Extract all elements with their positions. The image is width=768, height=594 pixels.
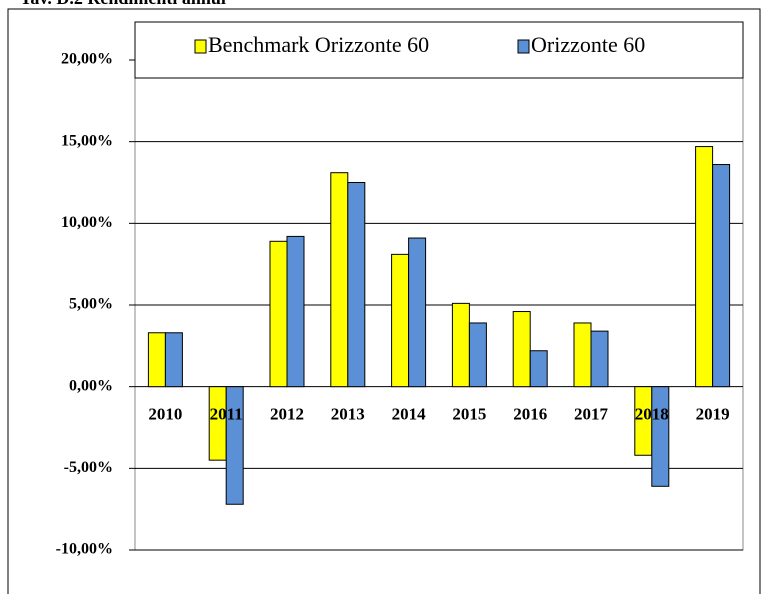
bar	[286, 235, 305, 388]
x-tick-label: 2013	[331, 405, 365, 424]
x-tick-label: 2016	[513, 405, 547, 424]
y-tick-label: 10,00%	[61, 214, 113, 231]
y-tick-label: 15,00%	[61, 132, 113, 149]
legend-label: Orizzonte 60	[531, 32, 645, 57]
bar	[468, 322, 487, 388]
x-tick-label: 2019	[696, 405, 730, 424]
bar	[147, 332, 166, 388]
bar	[512, 311, 531, 388]
x-tick-label: 2018	[635, 405, 669, 424]
bar	[573, 322, 592, 388]
bar	[269, 240, 288, 388]
chart-title: Tav. D.2 Rendimenti annui	[20, 0, 226, 8]
chart-border	[7, 8, 761, 594]
x-tick-label: 2014	[392, 405, 427, 424]
bar	[590, 330, 609, 388]
bar	[695, 146, 714, 388]
bar	[330, 172, 349, 388]
y-tick-label: -5,00%	[64, 459, 113, 476]
bar	[408, 237, 427, 388]
x-tick-label: 2015	[452, 405, 486, 424]
legend-swatch	[194, 39, 207, 54]
bar	[712, 164, 731, 388]
x-tick-label: 2017	[574, 405, 609, 424]
legend-label: Benchmark Orizzonte 60	[208, 32, 429, 57]
y-tick-label: 20,00%	[61, 51, 113, 68]
y-tick-label: 0,00%	[69, 377, 113, 394]
bar	[225, 386, 244, 505]
y-tick-label: -10,00%	[56, 541, 113, 558]
bar	[391, 253, 410, 388]
bar	[164, 332, 183, 388]
x-tick-label: 2010	[148, 405, 182, 424]
bar	[651, 386, 670, 487]
y-tick-label: 5,00%	[69, 296, 113, 313]
x-tick-label: 2012	[270, 405, 304, 424]
bar	[451, 302, 470, 388]
x-tick-label: 2011	[210, 405, 243, 424]
bar	[529, 350, 548, 388]
legend-box	[134, 21, 744, 79]
bar	[347, 182, 366, 388]
legend-swatch	[517, 39, 530, 54]
